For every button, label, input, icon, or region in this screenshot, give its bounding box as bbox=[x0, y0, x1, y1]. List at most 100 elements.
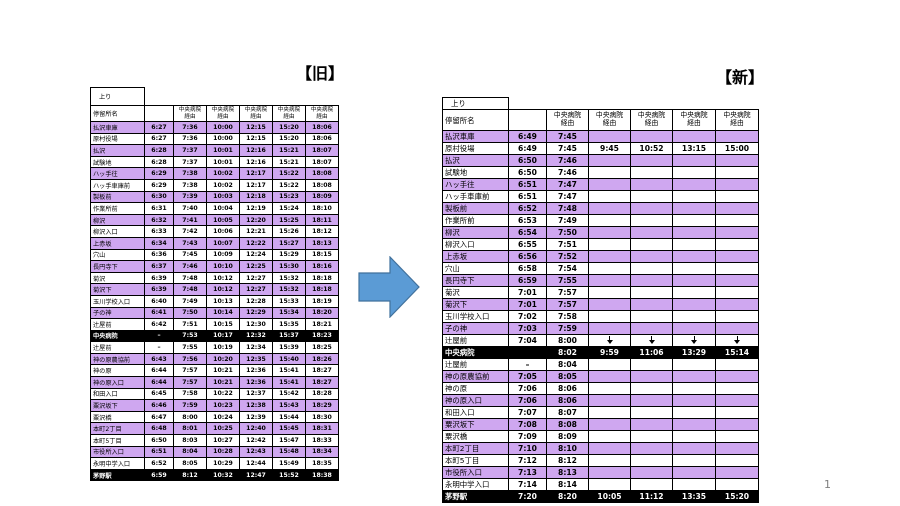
departure-time bbox=[672, 250, 716, 263]
departure-time: 15:23 bbox=[272, 190, 306, 204]
new-timetable: 上り 停留所名 中央病院 経由 中央病院 経由 中央病院 経由 中央病院 経由 中央病院 経… bbox=[442, 97, 760, 503]
departure-time: 12:16 bbox=[239, 144, 273, 157]
departure-time: 7:08 bbox=[508, 418, 547, 431]
departure-time: 12:19 bbox=[239, 202, 273, 215]
departure-time: 18:07 bbox=[304, 155, 340, 169]
departure-time bbox=[588, 322, 631, 335]
departure-time bbox=[630, 166, 673, 179]
departure-time: 12:27 bbox=[239, 271, 273, 285]
departure-time: 10:10 bbox=[206, 260, 240, 273]
stop-name: ハッ手車庫前 bbox=[442, 190, 509, 203]
departure-time: 10:02 bbox=[206, 178, 240, 192]
direction-row: 上り bbox=[442, 97, 759, 110]
departure-time: 8:03 bbox=[173, 434, 207, 447]
departure-time bbox=[714, 454, 760, 467]
timetable-row: ハッ手車庫前 6:29 7:38 10:02 12:17 15:22 18:08 bbox=[90, 178, 340, 192]
stop-name: 柳沢入口 bbox=[442, 238, 509, 251]
departure-time bbox=[630, 466, 673, 479]
departure-time: 7:37 bbox=[173, 155, 207, 169]
stop-name: 作業所前 bbox=[90, 202, 145, 215]
departure-time: 7:20 bbox=[508, 490, 547, 503]
departure-time bbox=[672, 166, 716, 179]
timetable-row: 市役所入口 6:51 8:04 10:28 12:43 15:48 18:34 bbox=[90, 445, 340, 459]
departure-time bbox=[588, 466, 631, 479]
departure-time bbox=[630, 442, 673, 455]
departure-time: 8:12 bbox=[546, 454, 589, 467]
timetable-row: 茅野駅 6:59 8:12 10:32 12:47 15:52 18:38 bbox=[90, 468, 340, 482]
departure-time: 18:38 bbox=[304, 468, 340, 482]
departure-time bbox=[588, 286, 631, 299]
departure-time bbox=[630, 130, 673, 143]
departure-time: 10:27 bbox=[206, 434, 240, 447]
departure-time: 18:27 bbox=[304, 376, 340, 389]
departure-time bbox=[672, 298, 716, 311]
departure-time: 7:59 bbox=[173, 399, 207, 412]
departure-time bbox=[672, 202, 716, 215]
timetable-row: 市役所入口 7:13 8:13 bbox=[442, 466, 760, 479]
stop-name: 子の神 bbox=[90, 306, 145, 320]
departure-time: 15:45 bbox=[272, 422, 306, 436]
departure-time: 10:21 bbox=[206, 364, 240, 378]
stop-name: 粟沢坂下 bbox=[90, 399, 145, 412]
departure-time bbox=[588, 274, 631, 287]
timetable-row: 和田入口 7:07 8:07 bbox=[442, 406, 760, 419]
stop-name: 穴山 bbox=[442, 262, 509, 275]
departure-time: 10:19 bbox=[206, 341, 240, 354]
departure-time: 15:24 bbox=[272, 202, 306, 215]
departure-time: 6:42 bbox=[144, 318, 174, 331]
departure-time: 7:43 bbox=[173, 236, 207, 250]
departure-time: 8:10 bbox=[546, 442, 589, 455]
stop-name: 製板前 bbox=[90, 190, 145, 204]
departure-time bbox=[630, 382, 673, 395]
departure-time: 10:24 bbox=[206, 410, 240, 424]
departure-time bbox=[630, 358, 673, 371]
departure-time: 15:44 bbox=[272, 410, 306, 424]
stop-name: 神の原入口 bbox=[442, 394, 509, 407]
departure-time: 7:37 bbox=[173, 144, 207, 157]
stop-name: 子の神 bbox=[442, 322, 509, 335]
departure-time bbox=[714, 430, 760, 443]
stop-name: 菊沢 bbox=[442, 286, 509, 299]
departure-time: 10:04 bbox=[206, 202, 240, 215]
departure-time: 12:21 bbox=[239, 225, 273, 238]
stop-name: 市役所入口 bbox=[90, 445, 145, 459]
departure-time: 12:22 bbox=[239, 236, 273, 250]
stop-name: 原村役場 bbox=[90, 132, 145, 146]
departure-time: 10:01 bbox=[206, 155, 240, 169]
departure-time: 7:50 bbox=[546, 226, 589, 239]
timetable-row: 神の原農協前 6:43 7:56 10:20 12:35 15:40 18:26 bbox=[90, 352, 340, 366]
departure-time: 15:52 bbox=[272, 468, 306, 482]
stop-name: 上赤坂 bbox=[90, 236, 145, 250]
timetable-row: 穴山 6:36 7:45 10:09 12:24 15:29 18:15 bbox=[90, 248, 340, 262]
departure-time: 7:48 bbox=[173, 271, 207, 285]
departure-time bbox=[714, 442, 760, 455]
stop-name: 神の原 bbox=[442, 382, 509, 395]
departure-time: 7:39 bbox=[173, 190, 207, 204]
departure-time: 12:15 bbox=[239, 132, 273, 146]
departure-time: 6:40 bbox=[144, 294, 174, 308]
departure-time: 18:13 bbox=[304, 236, 340, 250]
departure-time: 10:28 bbox=[206, 445, 240, 459]
departure-time: 9:45 bbox=[588, 142, 631, 155]
departure-time: 12:20 bbox=[239, 213, 273, 227]
departure-time bbox=[714, 298, 760, 311]
departure-time bbox=[672, 262, 716, 275]
departure-time: 12:42 bbox=[239, 434, 273, 447]
departure-time bbox=[714, 262, 760, 275]
departure-time: 7:46 bbox=[173, 260, 207, 273]
timetable-row: ハッ手車庫前 6:51 7:47 bbox=[442, 190, 760, 203]
departure-time bbox=[630, 454, 673, 467]
departure-time: 13:15 bbox=[672, 142, 716, 155]
timetable-row: 柳沢 6:54 7:50 bbox=[442, 226, 760, 239]
departure-time: 15:34 bbox=[272, 306, 306, 320]
departure-time: – bbox=[508, 358, 547, 371]
stop-name: 粟沢橋 bbox=[90, 410, 145, 424]
departure-time: 7:01 bbox=[508, 298, 547, 311]
timetable-row: 菊沢下 6:39 7:48 10:12 12:27 15:32 18:18 bbox=[90, 283, 340, 296]
departure-time: 15:20 bbox=[272, 121, 306, 134]
departure-time bbox=[588, 382, 631, 395]
departure-time bbox=[672, 322, 716, 335]
column-header: 中央病院 経由 bbox=[672, 109, 716, 131]
departure-time bbox=[508, 346, 547, 359]
departure-time bbox=[714, 478, 760, 491]
